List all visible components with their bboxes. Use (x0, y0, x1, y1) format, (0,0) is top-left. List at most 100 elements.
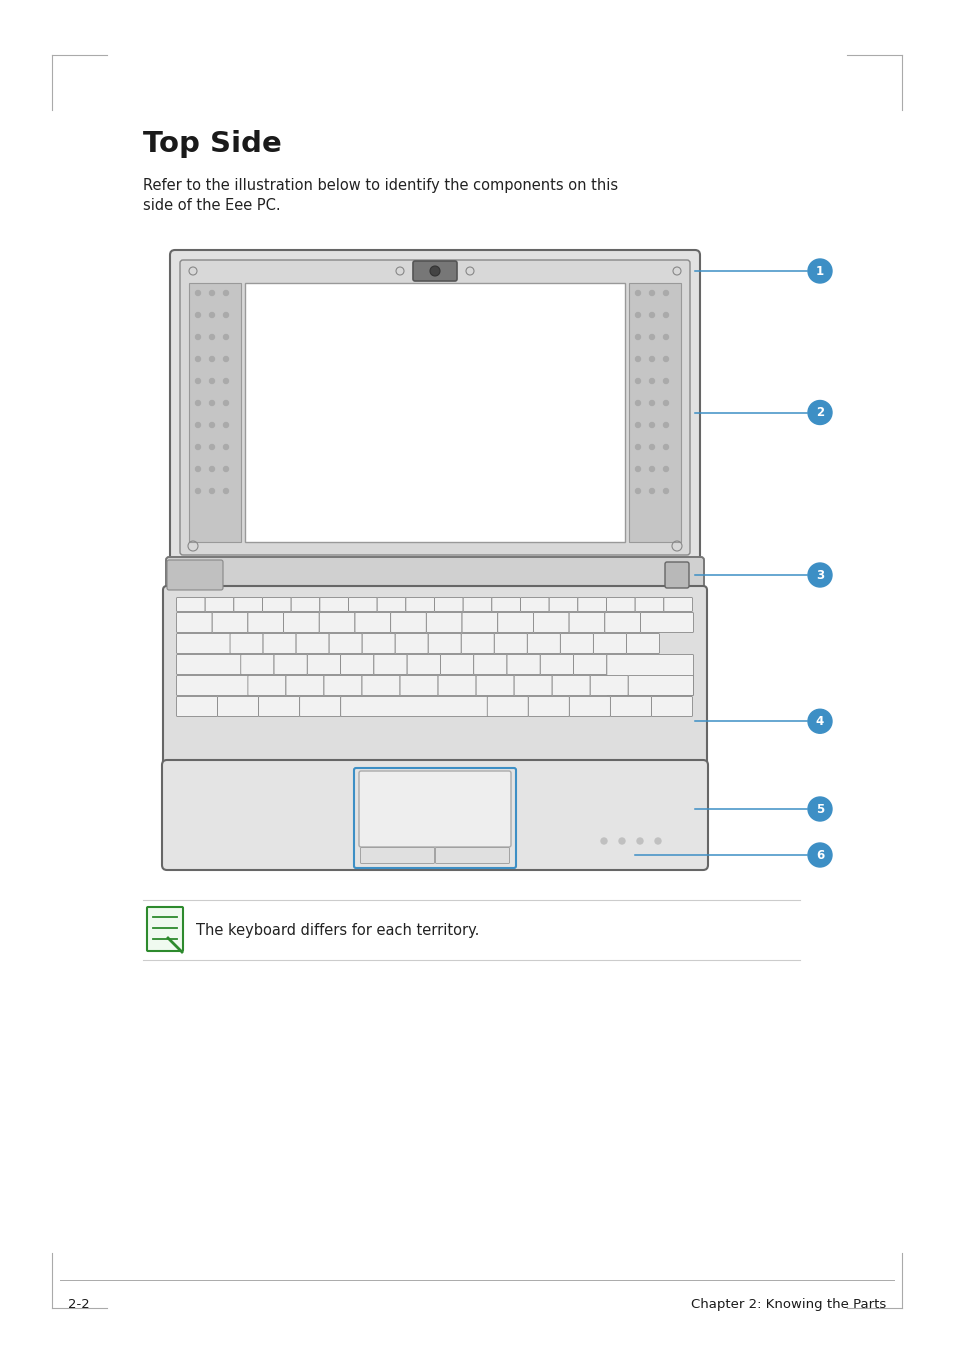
Circle shape (210, 423, 214, 428)
FancyBboxPatch shape (639, 612, 693, 632)
Circle shape (195, 312, 200, 318)
Circle shape (662, 357, 668, 361)
Circle shape (655, 838, 660, 844)
FancyBboxPatch shape (248, 676, 286, 695)
FancyBboxPatch shape (549, 597, 578, 612)
Text: 2-2: 2-2 (68, 1298, 90, 1311)
FancyBboxPatch shape (170, 249, 700, 566)
Bar (628, 284, 680, 542)
Circle shape (635, 466, 639, 472)
Circle shape (662, 401, 668, 406)
FancyBboxPatch shape (497, 612, 533, 632)
FancyBboxPatch shape (361, 676, 399, 695)
Circle shape (195, 334, 200, 339)
FancyBboxPatch shape (390, 612, 426, 632)
FancyBboxPatch shape (651, 696, 692, 717)
Circle shape (662, 290, 668, 296)
FancyBboxPatch shape (664, 562, 688, 587)
FancyBboxPatch shape (487, 696, 528, 717)
FancyBboxPatch shape (299, 696, 340, 717)
Circle shape (195, 290, 200, 296)
Circle shape (223, 488, 229, 493)
FancyBboxPatch shape (348, 597, 376, 612)
Circle shape (635, 488, 639, 493)
Circle shape (223, 334, 229, 339)
Circle shape (210, 290, 214, 296)
FancyBboxPatch shape (514, 676, 552, 695)
FancyBboxPatch shape (329, 634, 362, 653)
FancyBboxPatch shape (440, 654, 474, 675)
Circle shape (662, 423, 668, 428)
FancyBboxPatch shape (233, 597, 262, 612)
FancyBboxPatch shape (374, 654, 407, 675)
Circle shape (649, 401, 654, 406)
Circle shape (807, 842, 831, 867)
FancyBboxPatch shape (559, 634, 593, 653)
FancyBboxPatch shape (358, 771, 511, 846)
Circle shape (195, 357, 200, 361)
FancyBboxPatch shape (355, 612, 390, 632)
FancyBboxPatch shape (176, 612, 212, 632)
FancyBboxPatch shape (167, 560, 223, 590)
Circle shape (649, 312, 654, 318)
FancyBboxPatch shape (461, 634, 494, 653)
Circle shape (223, 466, 229, 472)
FancyBboxPatch shape (248, 612, 283, 632)
FancyBboxPatch shape (176, 634, 231, 653)
Circle shape (195, 379, 200, 383)
FancyBboxPatch shape (539, 654, 573, 675)
Circle shape (223, 312, 229, 318)
FancyBboxPatch shape (590, 676, 628, 695)
Circle shape (649, 379, 654, 383)
Circle shape (649, 423, 654, 428)
Circle shape (210, 357, 214, 361)
Circle shape (210, 379, 214, 383)
FancyBboxPatch shape (395, 634, 428, 653)
Text: side of the Eee PC.: side of the Eee PC. (143, 198, 280, 213)
Circle shape (195, 423, 200, 428)
FancyBboxPatch shape (435, 848, 509, 864)
FancyBboxPatch shape (492, 597, 520, 612)
FancyBboxPatch shape (176, 654, 241, 675)
Circle shape (430, 266, 439, 275)
FancyBboxPatch shape (217, 696, 258, 717)
FancyBboxPatch shape (340, 696, 488, 717)
Circle shape (635, 334, 639, 339)
FancyBboxPatch shape (274, 654, 307, 675)
Circle shape (210, 488, 214, 493)
Circle shape (807, 709, 831, 733)
FancyBboxPatch shape (291, 597, 319, 612)
FancyBboxPatch shape (319, 612, 355, 632)
FancyBboxPatch shape (263, 634, 295, 653)
Circle shape (649, 488, 654, 493)
Circle shape (662, 334, 668, 339)
FancyBboxPatch shape (476, 676, 514, 695)
Circle shape (649, 290, 654, 296)
FancyBboxPatch shape (212, 612, 248, 632)
Circle shape (635, 312, 639, 318)
Circle shape (210, 312, 214, 318)
Text: 4: 4 (815, 714, 823, 728)
FancyBboxPatch shape (578, 597, 606, 612)
Circle shape (635, 357, 639, 361)
FancyBboxPatch shape (626, 634, 659, 653)
Circle shape (223, 290, 229, 296)
FancyBboxPatch shape (180, 260, 689, 555)
FancyBboxPatch shape (376, 597, 405, 612)
FancyBboxPatch shape (533, 612, 569, 632)
FancyBboxPatch shape (528, 696, 569, 717)
FancyBboxPatch shape (340, 654, 374, 675)
FancyBboxPatch shape (162, 761, 707, 870)
FancyBboxPatch shape (258, 696, 299, 717)
Circle shape (662, 488, 668, 493)
Circle shape (807, 401, 831, 424)
FancyBboxPatch shape (176, 696, 217, 717)
FancyBboxPatch shape (428, 634, 461, 653)
FancyBboxPatch shape (407, 654, 440, 675)
FancyBboxPatch shape (593, 634, 626, 653)
Circle shape (195, 466, 200, 472)
FancyBboxPatch shape (527, 634, 559, 653)
Circle shape (662, 379, 668, 383)
FancyBboxPatch shape (176, 676, 249, 695)
Circle shape (195, 444, 200, 450)
